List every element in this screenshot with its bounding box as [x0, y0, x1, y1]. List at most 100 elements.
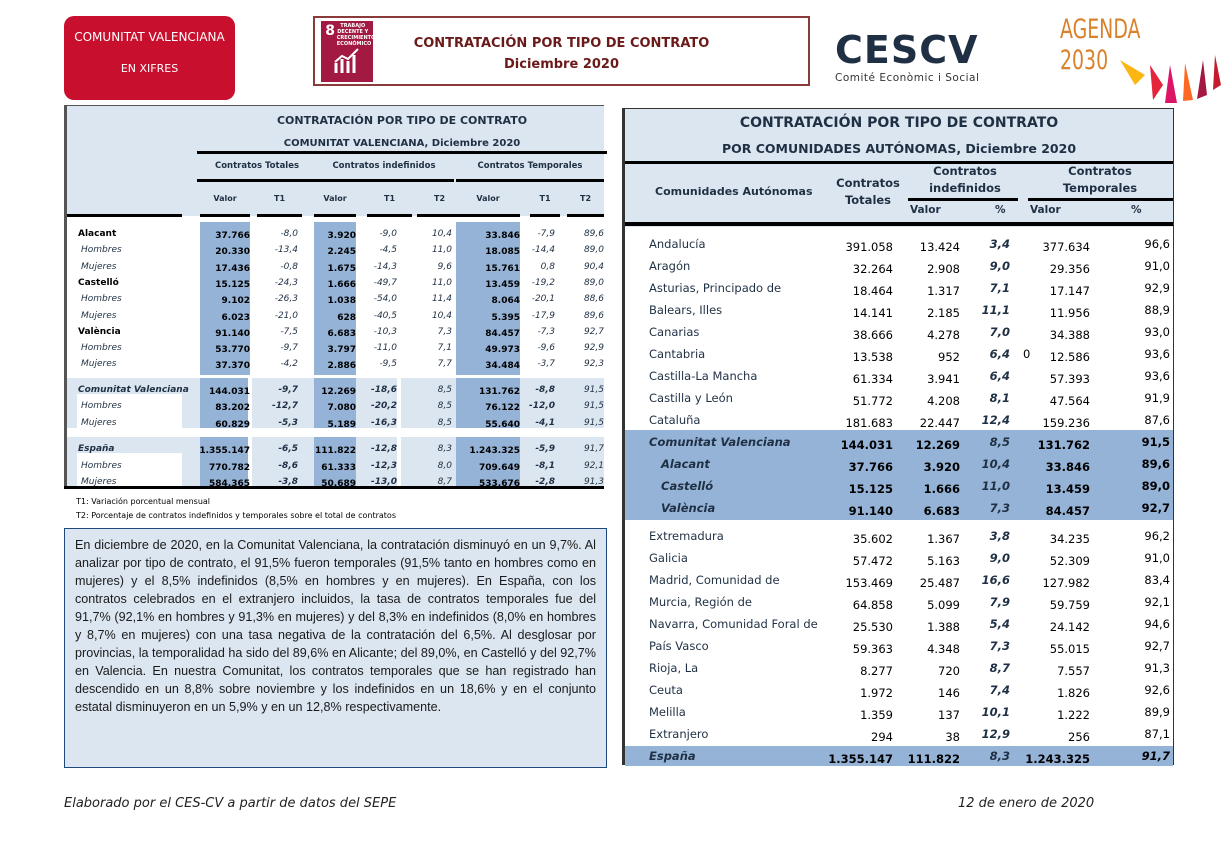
region-name: Melilla: [649, 705, 686, 719]
cell-value: 1.038: [327, 296, 356, 306]
region-value: 144.031: [840, 438, 893, 452]
cell-value: -9,7: [280, 343, 298, 353]
cell-value: 91,5: [583, 385, 604, 395]
region-value: 92,7: [1141, 501, 1170, 515]
row-label: Hombres: [81, 401, 122, 411]
cell-value: 91.140: [215, 329, 250, 339]
cell-value: 89,0: [583, 245, 604, 255]
region-name: País Vasco: [649, 639, 709, 653]
region-value: 17.147: [1049, 284, 1090, 298]
row-label: Hombres: [81, 245, 122, 255]
table-row: Mujeres 17.436 -0,8 1.675 -14,3 9,6 15.761 0,8 9…: [67, 262, 604, 278]
divider: [456, 214, 520, 217]
region-name: València: [661, 501, 716, 515]
cell-value: -14,3: [373, 262, 397, 272]
region-row: Extremadura 35.602 1.367 3,8 34.235 96,2: [625, 529, 1173, 549]
region-value: 24.142: [1049, 620, 1090, 634]
gap: [248, 437, 252, 487]
cell-value: 2.245: [327, 247, 356, 257]
left-table: CONTRATACIÓN POR TIPO DE CONTRATO COMUNI…: [64, 105, 607, 489]
region-value: 34.388: [1049, 328, 1090, 342]
badge-line1: COMUNITAT VALENCIANA: [74, 30, 225, 44]
cell-value: 6.023: [221, 313, 250, 323]
region-value: 7,9: [989, 595, 1010, 609]
cell-value: -10,3: [373, 327, 397, 337]
cell-value: 13.459: [485, 280, 520, 290]
footer-date: 12 de enero de 2020: [958, 796, 1095, 811]
gap: [248, 378, 252, 428]
report-title-box: 8 TRABAJO DECENTE Y CRECIMIENTO ECONÓMIC…: [313, 16, 810, 86]
divider: [257, 214, 302, 217]
region-name: Aragón: [649, 259, 691, 273]
cell-value: 7,7: [437, 359, 452, 369]
cell-value: 60.829: [215, 420, 250, 430]
growth-chart-icon: [334, 48, 359, 73]
region-value: 1.367: [927, 532, 960, 546]
region-value: 61.334: [852, 372, 893, 386]
cell-value: 33.846: [485, 231, 520, 241]
region-value: 93,6: [1144, 347, 1170, 361]
sub-temp-valor: Valor: [1030, 204, 1061, 216]
cell-value: -11,0: [373, 343, 397, 353]
region-value: 12.586: [1049, 350, 1090, 364]
region-row: Balears, Illes 14.141 2.185 11,1 11.956 88,9: [625, 303, 1173, 323]
agenda-2030-logo: AGENDA 2030: [1060, 14, 1141, 76]
subtitle: Diciembre 2020: [503, 57, 619, 72]
region-value: 159.236: [1042, 416, 1090, 430]
region-value: 4.348: [927, 642, 960, 656]
region-value: 13.538: [852, 350, 893, 364]
region-value: 25.530: [852, 620, 893, 634]
footer-source: Elaborado por el CES-CV a partir de dato…: [64, 796, 397, 811]
cell-value: -40,5: [373, 311, 397, 321]
cell-value: 53.770: [215, 345, 250, 355]
cv-band: [625, 430, 1173, 520]
cell-value: 92,9: [583, 343, 604, 353]
cell-value: -7,5: [280, 327, 298, 337]
region-row: Asturias, Principado de 18.464 1.317 7,1 17.…: [625, 281, 1173, 301]
sub-indef-valor: Valor: [910, 204, 941, 216]
region-value: 9,0: [989, 259, 1010, 273]
region-value: 57.393: [1049, 372, 1090, 386]
region-value: 34.235: [1049, 532, 1090, 546]
region-value: 8,5: [989, 435, 1010, 449]
divider: [314, 214, 356, 217]
region-value: 3.941: [927, 372, 960, 386]
divider: [530, 214, 560, 217]
sub-temp-pct: %: [1131, 204, 1142, 216]
region-value: 84.457: [1045, 504, 1090, 518]
cell-value: -13,0: [371, 477, 397, 487]
region-value: 8.277: [860, 664, 893, 678]
region-value: 7,1: [989, 281, 1010, 295]
region-value: 51.772: [852, 394, 893, 408]
region-value: 92,9: [1144, 281, 1170, 295]
region-row: Canarias 38.666 4.278 7,0 34.388 93,0: [625, 325, 1173, 345]
region-value: 12,9: [981, 727, 1010, 741]
cell-value: -24,3: [274, 278, 298, 288]
cell-value: 11,4: [431, 294, 452, 304]
region-value: 6.683: [923, 504, 960, 518]
region-value: 8,1: [989, 391, 1010, 405]
region-value: 52.309: [1049, 554, 1090, 568]
region-value: 4.208: [927, 394, 960, 408]
value-shade: [200, 222, 250, 375]
cell-value: -8,0: [280, 229, 298, 239]
region-value: 96,2: [1144, 529, 1170, 543]
cell-value: -12,8: [371, 444, 397, 454]
right-table: CONTRATACIÓN POR TIPO DE CONTRATO POR CO…: [622, 108, 1174, 766]
cell-value: -8,6: [278, 461, 298, 471]
cell-value: 8,5: [437, 418, 452, 428]
region-value: 11.956: [1049, 306, 1090, 320]
cell-value: -16,3: [371, 418, 397, 428]
cescv-logo: CESCV Comité Econòmic i Social: [835, 28, 979, 84]
row-label: España: [78, 444, 115, 454]
region-value: 2.908: [927, 262, 960, 276]
region-name: Murcia, Región de: [649, 595, 752, 609]
region-value: 1.317: [927, 284, 960, 298]
region-value: 4.278: [927, 328, 960, 342]
region-value: 7,4: [989, 683, 1010, 697]
region-row: Rioja, La 8.277 720 8,7 7.557 91,3: [625, 661, 1173, 681]
region-row: Melilla 1.359 137 10,1 1.222 89,9: [625, 705, 1173, 725]
col-6: T1: [539, 194, 551, 203]
col-4: T2: [433, 194, 446, 203]
cell-value: 84.457: [485, 329, 520, 339]
